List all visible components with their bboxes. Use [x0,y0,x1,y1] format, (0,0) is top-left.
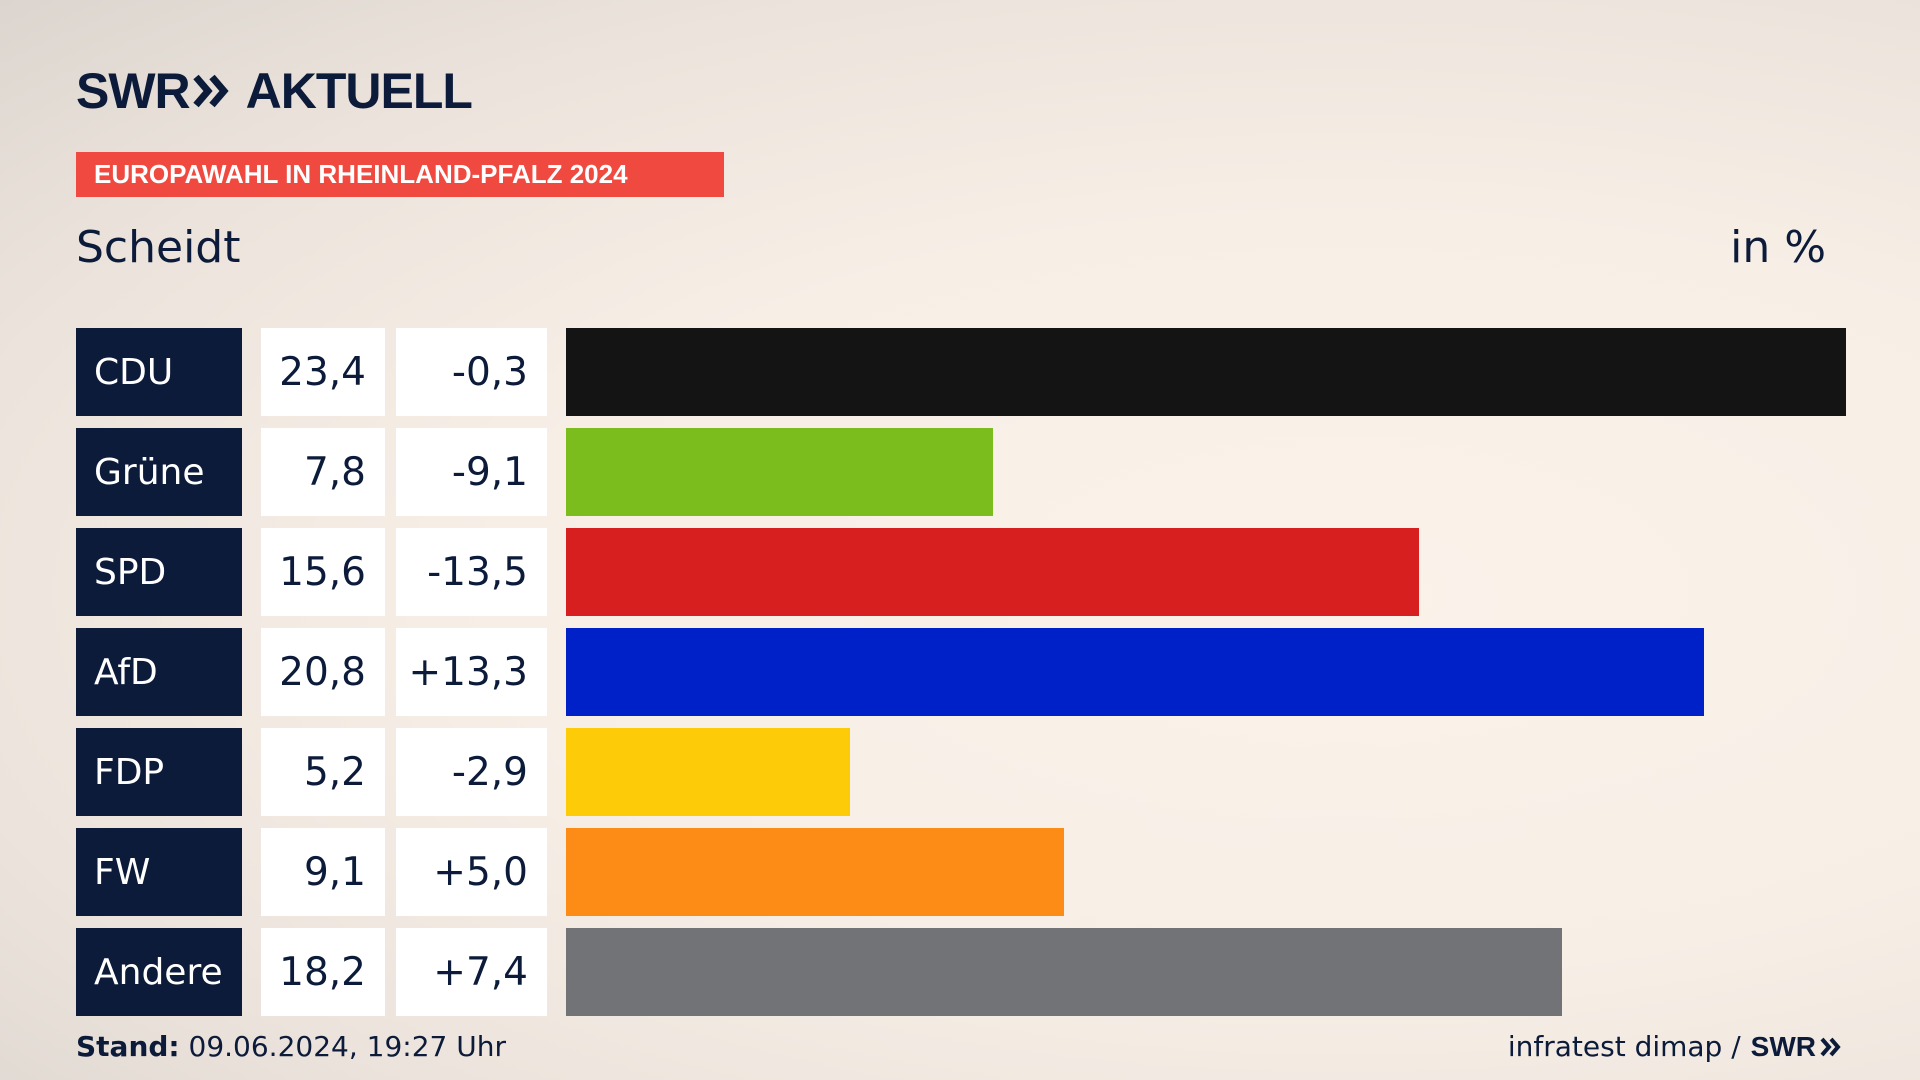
election-banner: EUROPAWAHL IN RHEINLAND-PFALZ 2024 [76,152,724,197]
swr-aktuell-logo: SWR AKTUELL [76,63,473,119]
double-chevron-small-icon [1820,1037,1841,1056]
stand-label: Stand: [76,1030,180,1063]
value-label: 9,1 [261,828,385,916]
bar [566,328,1846,416]
diff-label: -9,1 [396,428,547,516]
diff-label: -0,3 [396,328,547,416]
bar [566,928,1562,1016]
party-label: Andere [76,928,242,1016]
bar [566,628,1704,716]
logo-aktuell-text: AKTUELL [245,63,473,119]
swr-small-logo-text: SWR [1750,1030,1816,1062]
value-label: 20,8 [261,628,385,716]
unit-label: in % [1730,222,1826,273]
value-label: 5,2 [261,728,385,816]
bar [566,428,993,516]
diff-label: +7,4 [396,928,547,1016]
timestamp: Stand: 09.06.2024, 19:27 Uhr [76,1030,506,1063]
source-text: infratest dimap / [1507,1030,1741,1063]
diff-label: +13,3 [396,628,547,716]
party-label: SPD [76,528,242,616]
value-label: 15,6 [261,528,385,616]
diff-label: -13,5 [396,528,547,616]
party-label: AfD [76,628,242,716]
bar [566,828,1064,916]
value-label: 23,4 [261,328,385,416]
source-credit: infratest dimap / SWR [1508,1030,1842,1063]
party-label: FW [76,828,242,916]
logo-swr-text: SWR [76,63,191,119]
value-label: 18,2 [261,928,385,1016]
party-label: Grüne [76,428,242,516]
party-label: CDU [76,328,242,416]
swr-small-logo: SWR [1751,1031,1842,1063]
double-chevron-icon [192,73,230,109]
diff-label: -2,9 [396,728,547,816]
diff-label: +5,0 [396,828,547,916]
value-label: 7,8 [261,428,385,516]
party-label: FDP [76,728,242,816]
chart-subtitle: Scheidt [76,222,241,273]
bar [566,728,850,816]
stand-value: 09.06.2024, 19:27 Uhr [179,1030,506,1063]
bar [566,528,1419,616]
